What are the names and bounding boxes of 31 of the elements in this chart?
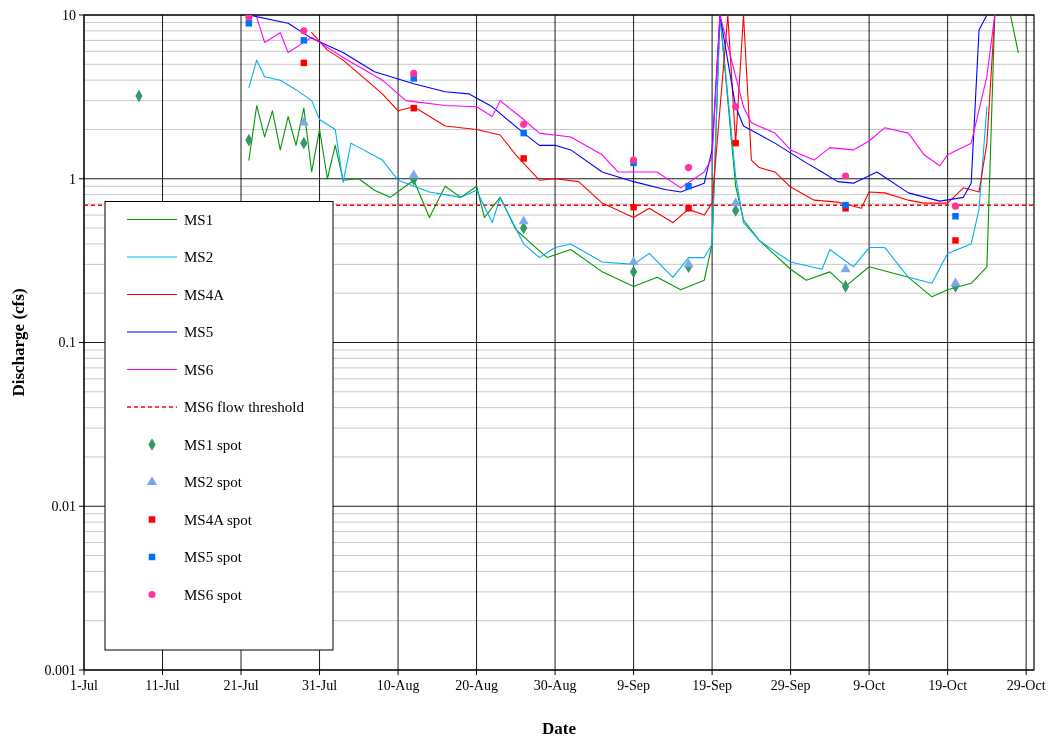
legend-label: MS6 (184, 361, 214, 378)
x-tick-label: 21-Jul (223, 678, 259, 693)
legend-label: MS4A spot (184, 511, 253, 528)
legend-label: MS5 (184, 324, 214, 341)
x-tick-label: 29-Sep (770, 678, 811, 693)
x-tick-label: 10-Aug (376, 678, 420, 693)
legend-label: MS4A (184, 286, 225, 303)
x-tick-label: 30-Aug (533, 678, 577, 693)
y-tick-label: 0.001 (44, 662, 76, 678)
y-tick-label: 0.01 (51, 499, 76, 515)
legend-label: MS5 spot (184, 549, 243, 566)
legend-label: MS1 spot (184, 436, 243, 453)
legend-label: MS2 (184, 249, 214, 266)
x-tick-label: 19-Sep (692, 678, 732, 693)
y-tick-label: 0.1 (58, 335, 76, 351)
x-tick-label: 31-Jul (302, 678, 338, 693)
y-tick-label: 1 (69, 171, 76, 187)
x-tick-label: 20-Aug (455, 678, 498, 693)
legend-label: MS6 spot (184, 586, 243, 603)
legend-label: MS6 flow threshold (184, 399, 305, 416)
x-tick-label: 9-Oct (853, 678, 886, 693)
y-tick-label: 10 (62, 7, 76, 23)
x-tick-label: 11-Jul (145, 678, 180, 693)
x-tick-label: 29-Oct (1006, 678, 1046, 693)
x-axis-title: Date (542, 719, 577, 738)
legend-label: MS2 spot (184, 474, 243, 491)
y-axis-title: Discharge (cfs) (9, 288, 28, 397)
x-tick-label: 9-Sep (617, 678, 650, 693)
legend-label: MS1 (184, 211, 214, 228)
x-tick-label: 1-Jul (70, 678, 99, 693)
x-tick-label: 19-Oct (928, 678, 968, 693)
